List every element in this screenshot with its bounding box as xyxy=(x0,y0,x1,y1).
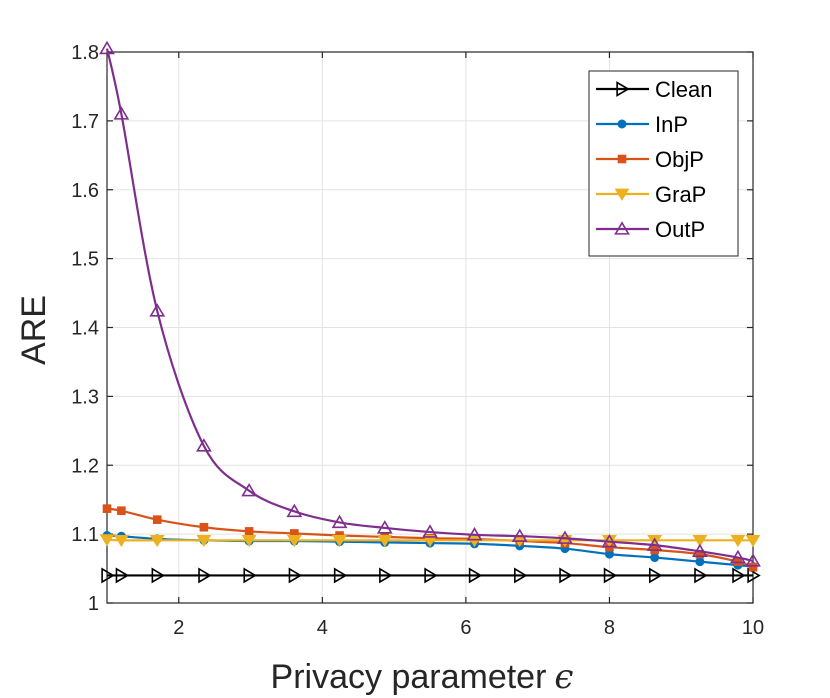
legend-entry-objp: ObjP xyxy=(596,147,704,172)
y-tick-label: 1 xyxy=(88,593,99,615)
data-point-outp xyxy=(331,514,348,529)
data-point-grap xyxy=(692,534,708,548)
data-point-outp xyxy=(422,524,438,538)
data-point-grap xyxy=(730,534,746,548)
x-axis-title-symbol: ϵ xyxy=(554,657,573,697)
data-point-grap xyxy=(332,534,347,548)
data-point-clean xyxy=(198,567,212,584)
y-tick-label: 1.1 xyxy=(71,524,99,546)
data-point-grap xyxy=(422,534,438,548)
data-point-outp xyxy=(466,527,483,541)
legend-marker-objp xyxy=(617,154,627,164)
data-point-grap xyxy=(241,534,257,548)
series-outp xyxy=(99,40,761,567)
data-point-clean xyxy=(243,567,257,584)
y-tick-label: 1.2 xyxy=(71,455,99,477)
legend-marker-inp xyxy=(617,119,627,129)
legend-marker-clean xyxy=(616,81,630,97)
data-point-outp xyxy=(646,537,663,551)
data-point-outp xyxy=(730,549,746,564)
y-tick-label: 1.3 xyxy=(71,386,99,408)
data-point-grap xyxy=(286,534,302,548)
x-axis-title-text: Privacy parameter xyxy=(271,658,547,696)
legend-marker-grap xyxy=(614,188,630,201)
y-axis-title: ARE xyxy=(15,295,53,365)
data-point-objp xyxy=(199,522,209,532)
data-point-clean xyxy=(559,567,573,584)
data-point-outp xyxy=(241,482,258,497)
data-point-objp xyxy=(117,506,126,516)
legend-entry-grap: GraP xyxy=(596,182,706,207)
data-point-outp xyxy=(511,528,528,542)
legend-label: Clean xyxy=(655,77,712,102)
legend-marker-outp xyxy=(614,221,630,235)
data-point-objp xyxy=(244,527,254,536)
legend-entry-outp: OutP xyxy=(596,217,705,242)
data-point-clean xyxy=(747,567,761,584)
data-point-grap xyxy=(113,534,129,548)
series-layer xyxy=(99,40,761,584)
legend-label: InP xyxy=(655,112,688,137)
data-point-outp xyxy=(691,543,708,558)
x-tick-label: 4 xyxy=(317,617,328,639)
data-point-clean xyxy=(694,567,708,584)
data-point-clean xyxy=(101,567,115,584)
series-line-outp xyxy=(105,48,754,563)
data-point-outp xyxy=(376,520,393,534)
data-point-clean xyxy=(648,567,663,584)
data-point-clean xyxy=(151,567,165,584)
data-point-outp xyxy=(601,533,618,548)
data-point-objp xyxy=(102,504,112,513)
x-tick-label: 6 xyxy=(460,617,471,639)
data-point-clean xyxy=(424,567,438,584)
x-axis-title: Privacy parameter ϵ xyxy=(271,657,574,697)
data-point-clean xyxy=(468,567,483,584)
series-clean xyxy=(101,567,761,584)
data-point-clean xyxy=(115,567,130,584)
data-point-outp xyxy=(286,503,303,518)
data-point-outp xyxy=(745,553,761,567)
data-point-grap xyxy=(149,534,165,548)
x-tick-label: 10 xyxy=(742,617,764,639)
x-tick-label: 8 xyxy=(604,617,615,639)
data-point-grap xyxy=(647,534,663,548)
data-point-inp xyxy=(695,557,705,567)
legend-label: OutP xyxy=(655,217,705,242)
y-tick-label: 1.6 xyxy=(71,180,99,202)
y-tick-label: 1.4 xyxy=(71,318,99,340)
legend-entry-inp: InP xyxy=(596,112,688,137)
y-tick-label: 1.7 xyxy=(71,111,99,133)
data-point-outp xyxy=(99,40,115,55)
data-point-clean xyxy=(333,567,348,584)
data-point-clean xyxy=(603,567,618,584)
data-point-grap xyxy=(377,534,393,548)
data-point-outp xyxy=(196,438,212,452)
data-point-grap xyxy=(99,534,115,547)
data-point-objp xyxy=(152,515,162,524)
data-point-clean xyxy=(379,567,393,584)
data-point-outp xyxy=(557,530,573,544)
data-point-clean xyxy=(732,567,746,584)
legend: Clean InP ObjP GraP OutP xyxy=(588,70,739,257)
data-point-grap xyxy=(196,534,212,548)
axis-ticks: 2 4 6 8 10 1 1.1 1.2 1.3 1.4 1.5 1.6 1.7 1.8 xyxy=(71,42,764,639)
legend-box xyxy=(588,70,739,257)
data-point-clean xyxy=(288,567,303,584)
series-grap xyxy=(99,534,761,548)
data-point-inp xyxy=(650,553,660,563)
x-tick-label: 2 xyxy=(173,617,184,639)
data-point-grap xyxy=(745,534,761,548)
data-point-clean xyxy=(514,567,528,584)
y-tick-label: 1.8 xyxy=(71,42,99,64)
legend-label: GraP xyxy=(655,182,706,207)
data-point-outp xyxy=(113,106,130,120)
legend-label: ObjP xyxy=(655,147,704,172)
data-point-objp xyxy=(748,562,758,572)
data-point-outp xyxy=(149,303,166,317)
y-tick-label: 1.5 xyxy=(71,249,99,271)
legend-entry-clean: Clean xyxy=(596,77,712,102)
